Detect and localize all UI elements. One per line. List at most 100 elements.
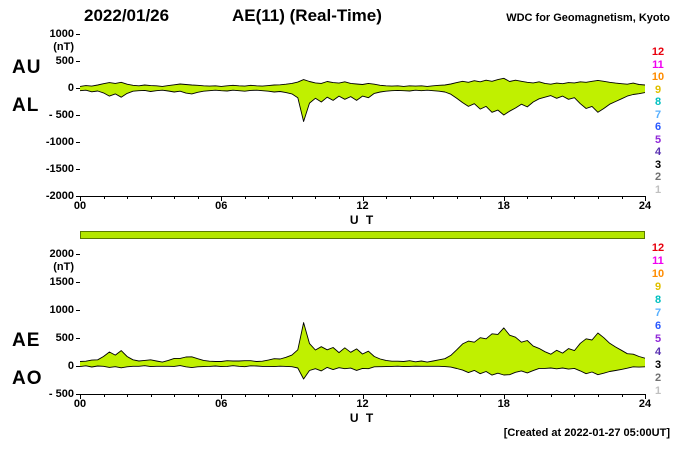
station-count-4: 4	[654, 146, 662, 158]
x-tick-label: 06	[215, 398, 228, 410]
x-tick-label: 00	[73, 398, 87, 410]
y-tick	[76, 282, 80, 283]
x-tick	[103, 196, 105, 199]
x-tick	[362, 394, 364, 399]
station-count-11: 11	[652, 58, 664, 71]
y-tick	[76, 169, 80, 170]
y-tick-label: 1000	[49, 304, 74, 316]
x-tick	[527, 394, 529, 397]
x-tick	[174, 196, 176, 199]
station-count-6: 6	[654, 320, 662, 332]
data-availability-bar	[80, 231, 645, 239]
station-count-9: 9	[654, 281, 662, 293]
station-count-7: 7	[654, 307, 662, 319]
y-tick-label: 500	[55, 55, 74, 67]
y-tick-label: -1500	[45, 163, 74, 175]
x-tick	[315, 196, 317, 199]
x-tick-label: 24	[638, 200, 652, 212]
station-count-10: 10	[651, 268, 665, 280]
data-source-label: WDC for Geomagnetism, Kyoto	[506, 12, 670, 24]
x-tick	[597, 394, 599, 397]
x-tick	[80, 394, 81, 399]
y-tick-label: 500	[55, 332, 74, 344]
x-tick-label: 06	[215, 200, 228, 212]
station-count-6: 6	[654, 121, 662, 133]
x-tick-label: 18	[497, 200, 510, 212]
created-at-label: [Created at 2022-01-27 05:00UT]	[503, 427, 670, 439]
y-tick-label: 1500	[49, 276, 74, 288]
x-tick	[80, 196, 81, 201]
x-tick	[409, 196, 411, 199]
aeao-chart	[80, 322, 645, 380]
x-tick	[645, 196, 646, 201]
x-tick	[645, 394, 646, 399]
y-tick	[76, 310, 80, 311]
station-count-3: 3	[654, 158, 662, 171]
plot-date: 2022/01/26	[84, 6, 170, 25]
y-tick	[76, 142, 80, 143]
station-count-8: 8	[654, 294, 662, 306]
x-tick	[574, 196, 576, 199]
y-tick-label: - 500	[48, 388, 74, 400]
x-tick	[386, 196, 387, 199]
x-tick-label: 12	[356, 200, 369, 212]
x-tick	[456, 394, 458, 397]
y-tick-label: 2000	[49, 248, 74, 260]
station-count-8: 8	[654, 96, 662, 108]
x-tick	[550, 394, 552, 397]
x-tick	[221, 394, 223, 399]
x-tick	[174, 394, 176, 397]
x-tick	[150, 196, 152, 199]
x-tick	[103, 394, 105, 397]
station-count-5: 5	[654, 333, 662, 345]
x-tick	[433, 196, 435, 199]
y-tick-label: -2000	[45, 190, 74, 202]
y-tick	[76, 394, 80, 395]
x-tick	[362, 196, 364, 201]
x-tick	[150, 394, 152, 397]
x-tick	[268, 394, 270, 397]
x-tick	[456, 196, 458, 199]
station-count-11: 11	[652, 255, 664, 267]
x-tick	[409, 394, 411, 397]
x-tick	[621, 394, 623, 397]
station-count-1: 1	[654, 385, 662, 397]
aual-chart	[80, 77, 645, 122]
station-count-3: 3	[654, 359, 662, 371]
x-axis-title: U T	[349, 213, 376, 227]
x-tick	[527, 196, 529, 199]
y-tick-label: 1000	[49, 28, 74, 40]
x-tick	[503, 196, 505, 201]
au-label: AU	[12, 57, 42, 78]
y-tick-label: -1000	[45, 136, 74, 148]
y-tick	[76, 61, 80, 62]
y-tick	[76, 115, 80, 116]
x-axis-title: U T	[349, 411, 376, 425]
x-tick	[574, 394, 576, 397]
x-tick	[197, 196, 199, 199]
y-tick	[76, 88, 80, 89]
x-tick	[503, 394, 505, 399]
y-tick	[76, 254, 80, 255]
station-count-2: 2	[654, 372, 662, 384]
ao-trace	[80, 365, 645, 380]
y-tick	[76, 196, 80, 197]
station-count-1: 1	[654, 183, 662, 196]
y-axis-unit-label: (nT)	[53, 261, 74, 273]
station-count-12: 12	[651, 46, 665, 58]
y-axis-unit-label: (nT)	[53, 41, 74, 53]
x-tick	[291, 196, 293, 199]
au-trace	[80, 77, 645, 87]
x-tick	[339, 196, 340, 199]
x-tick	[127, 394, 129, 397]
x-tick	[221, 196, 223, 201]
x-tick	[315, 394, 317, 397]
y-tick-label: 0	[67, 82, 74, 94]
y-tick	[76, 366, 80, 367]
station-count-5: 5	[654, 133, 662, 146]
plot-title: AE(11) (Real-Time)	[232, 6, 382, 25]
x-tick	[480, 196, 482, 199]
ae-label: AE	[12, 330, 41, 351]
x-tick	[433, 394, 435, 397]
station-count-12: 12	[651, 242, 665, 254]
